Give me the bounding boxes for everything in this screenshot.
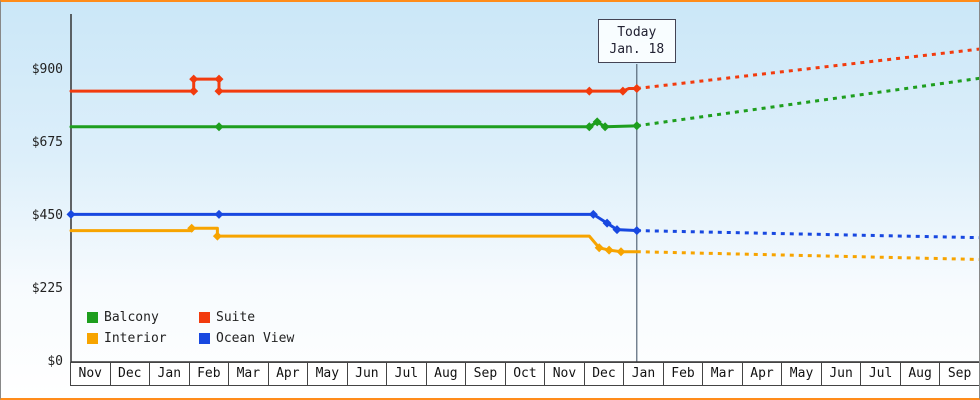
interior-price-point (594, 243, 604, 253)
ocean-view-price-point (612, 225, 622, 235)
month-label: Jul (861, 363, 901, 385)
ocean-view-price-point (632, 226, 642, 236)
month-label: Nov (545, 363, 585, 385)
interior-price-point (604, 245, 614, 255)
month-label: Apr (743, 363, 783, 385)
ocean-view-price-point (66, 209, 76, 219)
balcony-price-point (600, 122, 610, 132)
month-label: Nov (71, 363, 111, 385)
month-label: Dec (585, 363, 625, 385)
balcony-price-point (592, 117, 602, 127)
suite-price-point (618, 86, 628, 96)
interior-price-point (212, 231, 222, 241)
month-label: May (782, 363, 822, 385)
y-tick-label: $675 (31, 135, 63, 150)
legend-item-suite: Suite (199, 310, 294, 325)
y-tick-label: $900 (31, 62, 63, 77)
ocean-view-history-line (69, 212, 639, 233)
interior-price-point (187, 223, 197, 233)
y-tick-label: $0 (47, 354, 63, 369)
suite-price-point (632, 84, 642, 93)
ocean-view-forecast-line (636, 229, 979, 240)
balcony-price-point (214, 122, 224, 132)
interior-price-point (616, 247, 626, 257)
interior-history-line (69, 226, 639, 254)
month-label: Apr (269, 363, 309, 385)
month-label: Sep (947, 366, 972, 381)
legend-item-interior: Interior (87, 331, 199, 346)
suite-forecast-line (636, 47, 979, 90)
balcony-price-point (584, 122, 594, 132)
suite-price-point (214, 74, 224, 84)
suite-price-point (214, 86, 224, 96)
month-label: May (308, 363, 348, 385)
chart-legend: Balcony Suite Interior Ocean View (87, 310, 294, 346)
month-label: Jul (387, 363, 427, 385)
legend-label: Suite (216, 310, 256, 325)
legend-label: Interior (104, 331, 167, 346)
suite-price-point (189, 86, 199, 96)
ocean-view-price-point (588, 209, 598, 219)
suite-price-point (189, 74, 199, 84)
month-label: Jan (624, 363, 664, 385)
today-annotation: Today Jan. 18 (597, 19, 676, 63)
legend-swatch-interior (87, 333, 98, 344)
legend-swatch-balcony (87, 312, 98, 323)
today-date: Jan. 18 (609, 42, 665, 57)
month-label: Jan (150, 363, 190, 385)
legend-swatch-ocean-view (199, 333, 210, 344)
ocean-view-price-point (214, 209, 224, 219)
month-label: Jun (822, 363, 862, 385)
month-label: Oct (506, 363, 546, 385)
month-label: Feb (190, 363, 230, 385)
month-label: Mar (703, 363, 743, 385)
y-tick-label: $450 (31, 208, 63, 223)
month-label: Aug (901, 363, 941, 385)
y-tick-label: $225 (31, 281, 63, 296)
legend-label: Ocean View (216, 331, 295, 346)
balcony-history-line (69, 120, 639, 129)
x-axis-month-row: Nov Dec Jan Feb Mar Apr May Jun Jul Aug Sep Oct Nov D… (70, 362, 979, 386)
legend-swatch-suite (199, 312, 210, 323)
month-label: Sep (466, 363, 506, 385)
month-label: Aug (427, 363, 467, 385)
suite-history-line (69, 77, 639, 93)
suite-price-point (584, 86, 594, 96)
month-label: Mar (229, 363, 269, 385)
month-label: Dec (111, 363, 151, 385)
legend-item-ocean-view: Ocean View (199, 331, 294, 346)
interior-forecast-line (636, 250, 979, 261)
month-label: Feb (664, 363, 704, 385)
balcony-forecast-line (636, 76, 979, 128)
legend-item-balcony: Balcony (87, 310, 199, 325)
ocean-view-price-point (602, 218, 612, 228)
legend-label: Balcony (104, 310, 159, 325)
balcony-price-point (632, 121, 642, 131)
today-label: Today (617, 25, 657, 40)
month-label: Jun (348, 363, 388, 385)
